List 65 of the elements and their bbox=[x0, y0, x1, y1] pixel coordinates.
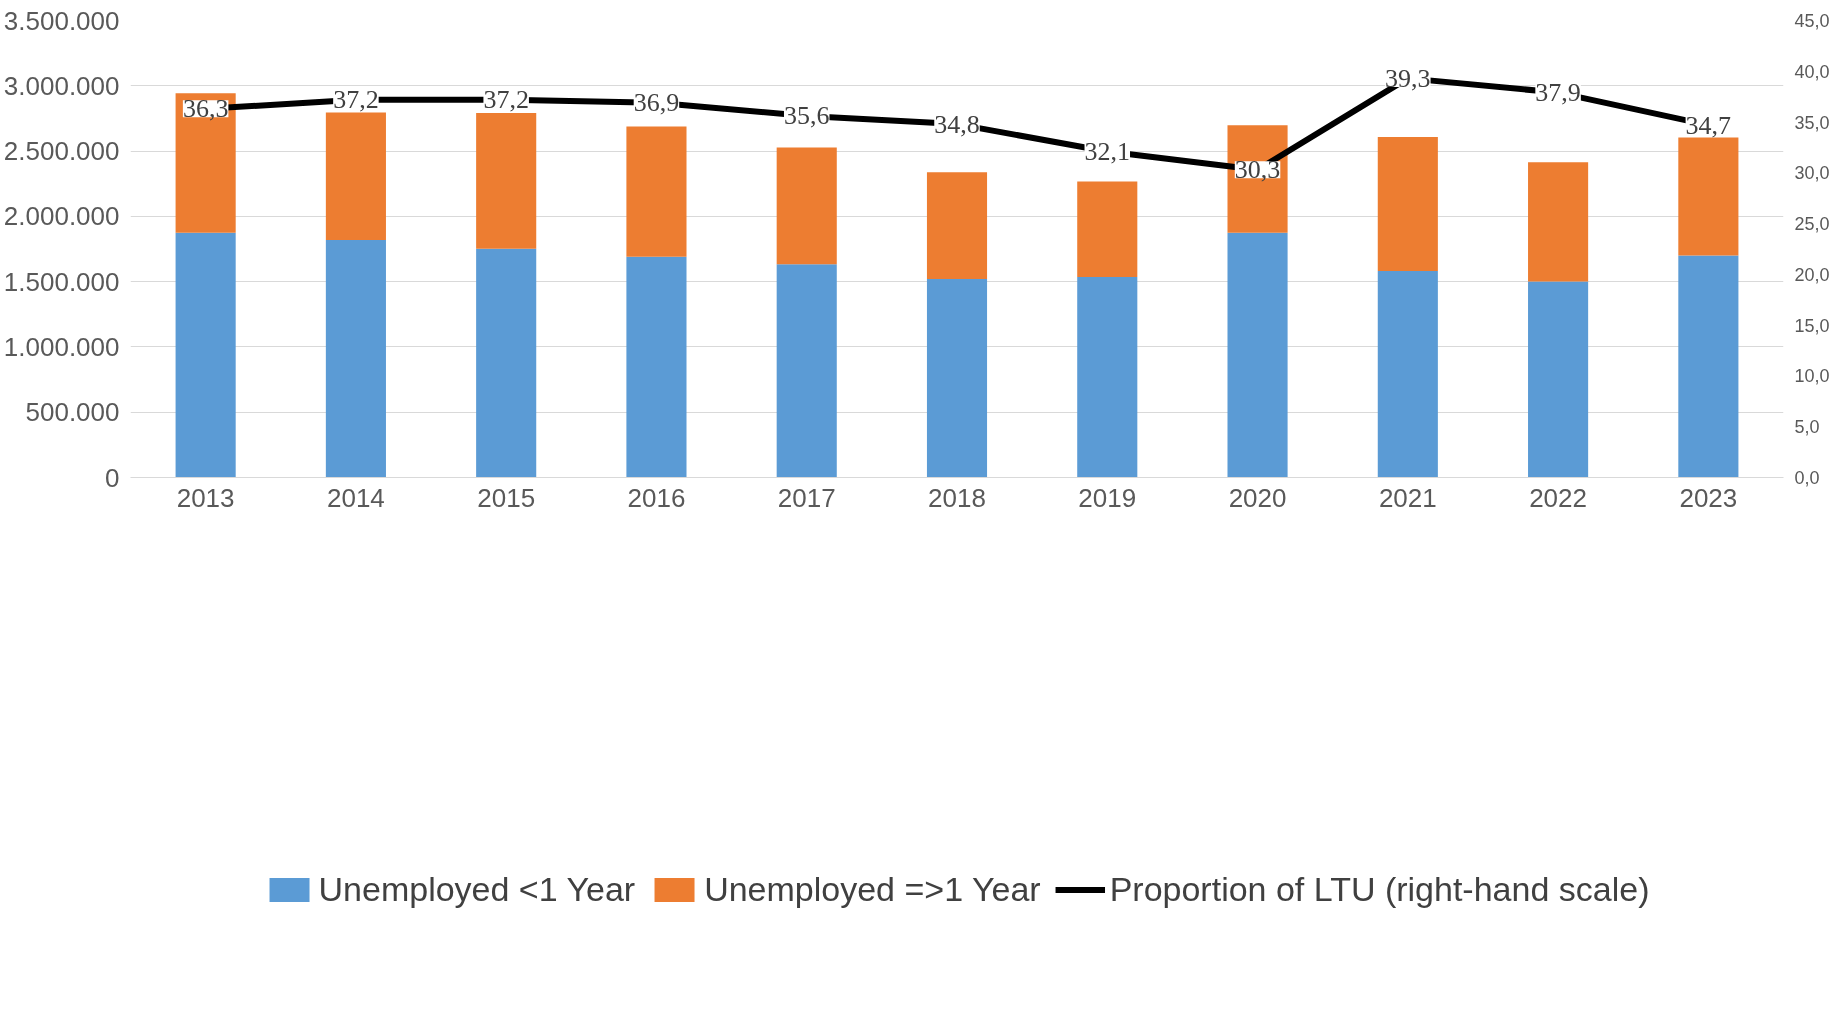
y2-tick-label: 20,0 bbox=[1794, 264, 1830, 285]
bar bbox=[325, 112, 386, 240]
x-tick-label: 2019 bbox=[1078, 482, 1137, 513]
x-tick-label: 2018 bbox=[928, 482, 986, 513]
y2-tick-label: 45,0 bbox=[1794, 11, 1830, 31]
bar bbox=[1227, 125, 1288, 233]
y-tick-label: 3.500.000 bbox=[3, 5, 120, 36]
y-tick-label: 1.000.000 bbox=[3, 331, 120, 362]
bar bbox=[776, 264, 837, 478]
x-tick-label: 2013 bbox=[176, 482, 235, 513]
y-tick-label: 2.500.000 bbox=[3, 136, 120, 167]
bar bbox=[926, 172, 988, 279]
y2-tick-label: 35,0 bbox=[1794, 112, 1830, 133]
bar bbox=[1077, 277, 1138, 478]
bar bbox=[926, 278, 988, 478]
legend-label: Proportion of LTU (right-hand scale) bbox=[1109, 869, 1650, 909]
bar bbox=[325, 239, 386, 478]
data-label: 36,9 bbox=[633, 88, 680, 118]
y-tick-label: 1.500.000 bbox=[3, 266, 120, 297]
data-label: 37,2 bbox=[483, 85, 529, 115]
y-tick-label: 3.000.000 bbox=[3, 70, 120, 101]
bar bbox=[1077, 181, 1138, 278]
y2-tick-label: 5,0 bbox=[1794, 417, 1820, 438]
y-tick-label: 2.000.000 bbox=[3, 201, 120, 232]
data-label: 35,6 bbox=[783, 101, 830, 131]
data-label: 30,3 bbox=[1234, 155, 1281, 185]
y2-tick-label: 30,0 bbox=[1794, 163, 1830, 184]
bar bbox=[1678, 255, 1739, 478]
bar bbox=[1528, 281, 1589, 478]
bar bbox=[1528, 162, 1589, 282]
y2-tick-label: 0,0 bbox=[1794, 468, 1820, 488]
bar bbox=[626, 256, 687, 478]
data-label: 32,1 bbox=[1084, 137, 1131, 167]
y-tick-label: 500.000 bbox=[25, 397, 120, 428]
data-label: 37,2 bbox=[333, 85, 379, 115]
y2-tick-label: 10,0 bbox=[1794, 366, 1830, 387]
x-tick-label: 2017 bbox=[777, 482, 836, 513]
x-tick-label: 2020 bbox=[1228, 482, 1287, 513]
bar bbox=[175, 93, 236, 233]
data-label: 39,3 bbox=[1385, 63, 1431, 93]
bar bbox=[476, 248, 537, 478]
x-tick-label: 2014 bbox=[326, 482, 385, 513]
x-tick-label: 2015 bbox=[477, 482, 536, 513]
bar bbox=[626, 126, 687, 257]
y2-tick-label: 40,0 bbox=[1794, 61, 1830, 82]
y2-tick-label: 25,0 bbox=[1794, 214, 1830, 235]
x-tick-label: 2022 bbox=[1529, 482, 1588, 513]
bar bbox=[175, 232, 236, 478]
bar bbox=[1377, 137, 1438, 271]
bar bbox=[476, 112, 537, 249]
bar bbox=[776, 147, 837, 265]
legend-label: Unemployed =>1 Year bbox=[704, 869, 1041, 909]
y2-tick-label: 15,0 bbox=[1794, 315, 1830, 336]
x-tick-label: 2023 bbox=[1679, 482, 1738, 513]
data-label: 34,8 bbox=[934, 109, 980, 139]
x-tick-label: 2016 bbox=[627, 482, 686, 513]
data-label: 37,9 bbox=[1535, 78, 1581, 108]
bar bbox=[1377, 270, 1438, 478]
bar bbox=[1227, 232, 1288, 478]
y-tick-label: 0 bbox=[105, 462, 120, 493]
legend-label: Unemployed <1 Year bbox=[318, 869, 636, 909]
data-label: 36,3 bbox=[182, 94, 229, 124]
data-label: 34,7 bbox=[1685, 110, 1732, 140]
bar bbox=[1678, 137, 1739, 256]
x-tick-label: 2021 bbox=[1378, 482, 1437, 513]
